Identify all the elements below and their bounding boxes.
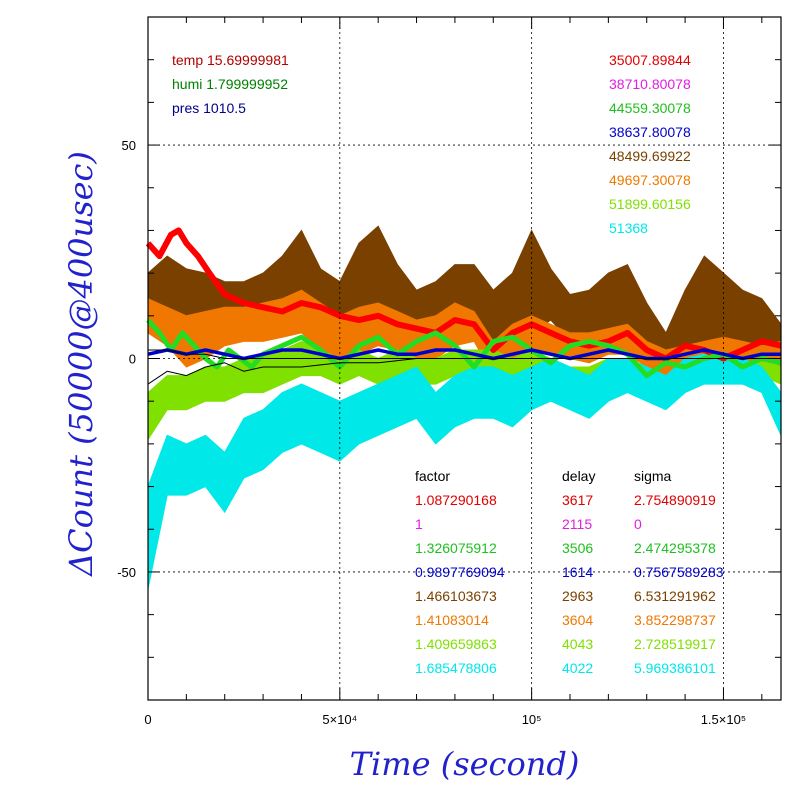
- value-legend-entry: 49697.30078: [609, 172, 691, 188]
- table-header: sigma: [634, 468, 672, 484]
- series-line-4: [148, 349, 781, 359]
- value-legend-entry: 51899.60156: [609, 196, 691, 212]
- x-tick-label: 5×10⁴: [322, 712, 357, 727]
- table-cell: 1.466103673: [415, 588, 497, 604]
- table-cell: 5.969386101: [634, 660, 716, 676]
- series-bands: [147, 225, 782, 590]
- value-legend-entry: 35007.89844: [609, 52, 691, 68]
- table-cell: 0.7567589283: [634, 564, 724, 580]
- value-legend-entry: 51368: [609, 220, 648, 236]
- env-legend-entry: temp 15.69999981: [172, 52, 289, 68]
- table-cell: 3.852298737: [634, 612, 716, 628]
- table-cell: 1.409659863: [415, 636, 497, 652]
- table-cell: 2.754890919: [634, 492, 716, 508]
- table-cell: 4043: [562, 636, 593, 652]
- grid-lines: [148, 17, 781, 700]
- table-header: delay: [562, 468, 595, 484]
- value-legend-entry: 38710.80078: [609, 76, 691, 92]
- y-axis-title: ΔCount (50000@400usec): [62, 151, 100, 578]
- series-lines: [145, 227, 782, 385]
- table-cell: 3506: [562, 540, 593, 556]
- table-cell: 4022: [562, 660, 593, 676]
- table-cell: 3604: [562, 612, 593, 628]
- table-cell: 2.728519917: [634, 636, 716, 652]
- y-tick-label: 50: [122, 138, 136, 153]
- value-legend-entry: 44559.30078: [609, 100, 691, 116]
- series-line-2: [147, 348, 781, 361]
- x-tick-label: 10⁵: [522, 712, 542, 727]
- y-tick-label: -50: [117, 565, 136, 580]
- env-legend-entry: humi 1.799999952: [172, 76, 288, 92]
- table-cell: 2963: [562, 588, 593, 604]
- table-cell: 6.531291962: [634, 588, 716, 604]
- x-tick-label: 1.5×10⁵: [701, 712, 747, 727]
- table-header: factor: [415, 468, 450, 484]
- environment-legend: temp 15.69999981 humi 1.799999952 pres 101…: [172, 52, 289, 116]
- table-cell: 1.685478806: [415, 660, 497, 676]
- table-cell: 2115: [562, 516, 592, 532]
- y-tick-label: 0: [129, 352, 136, 367]
- value-legend-entry: 48499.69922: [609, 148, 691, 164]
- value-legend-entry: 38637.80078: [609, 124, 691, 140]
- value-legend: 35007.89844 38710.80078 44559.30078 38637.8…: [609, 52, 691, 236]
- env-legend-entry: pres 1010.5: [172, 100, 246, 116]
- table-cell: 1.087290168: [415, 492, 497, 508]
- x-axis-title: Time (second): [350, 745, 580, 783]
- axis-tick-labels: 0 5×10⁴ 10⁵ 1.5×10⁵ 50 0 -50: [117, 138, 746, 727]
- table-cell: 1614: [562, 564, 593, 580]
- x-tick-label: 0: [144, 712, 151, 727]
- table-cell: 0: [634, 516, 642, 532]
- table-cell: 1: [415, 516, 423, 532]
- axis-ticks: [147, 16, 781, 701]
- table-cell: 0.9897769094: [415, 564, 505, 580]
- table-cell: 1.326075912: [415, 540, 497, 556]
- table-cell: 2.474295378: [634, 540, 716, 556]
- parameter-table: factor delay sigma 1.087290168 3617 2.7548909…: [415, 468, 724, 676]
- table-cell: 1.41083014: [415, 612, 489, 628]
- table-cell: 3617: [562, 492, 593, 508]
